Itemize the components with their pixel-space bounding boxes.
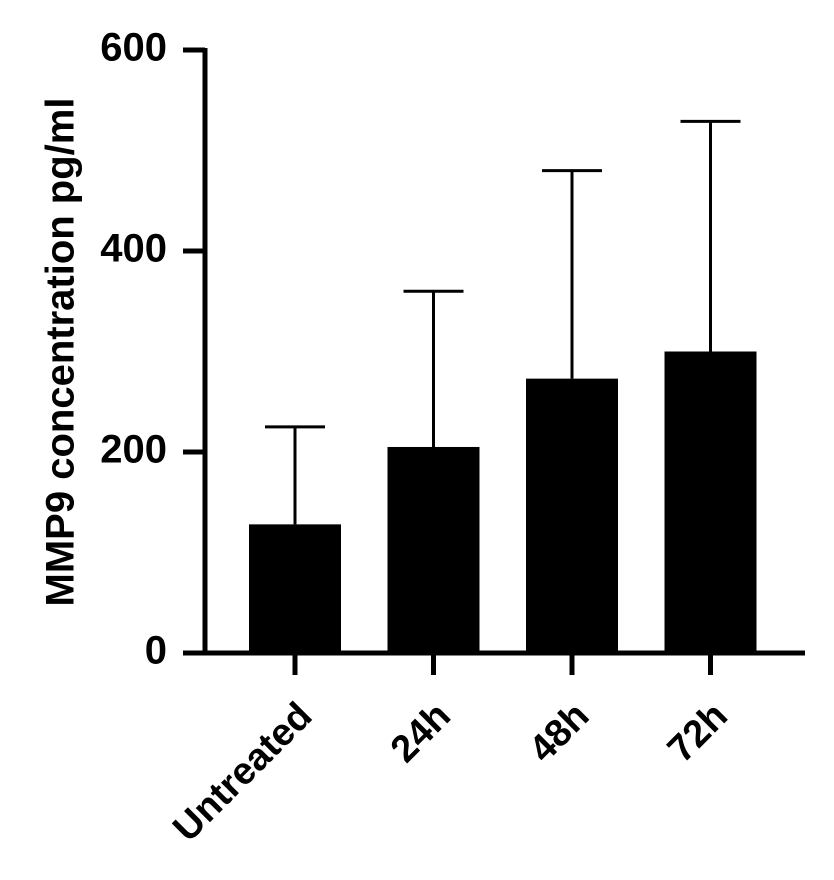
x-tick-label: 24h [383, 695, 459, 771]
bar [664, 351, 757, 653]
y-tick-label: 200 [100, 428, 167, 472]
y-axis-label: MMP9 concentration pg/ml [39, 98, 83, 607]
x-tick-label: Untreated [165, 695, 320, 850]
bar [526, 378, 618, 653]
bar [249, 524, 341, 653]
y-tick-label: 0 [145, 629, 167, 673]
x-tick-label: 72h [660, 695, 736, 771]
y-tick-label: 600 [100, 26, 167, 70]
y-tick-label: 400 [100, 227, 167, 271]
x-tick-label: 48h [521, 695, 597, 771]
bar [387, 446, 480, 653]
